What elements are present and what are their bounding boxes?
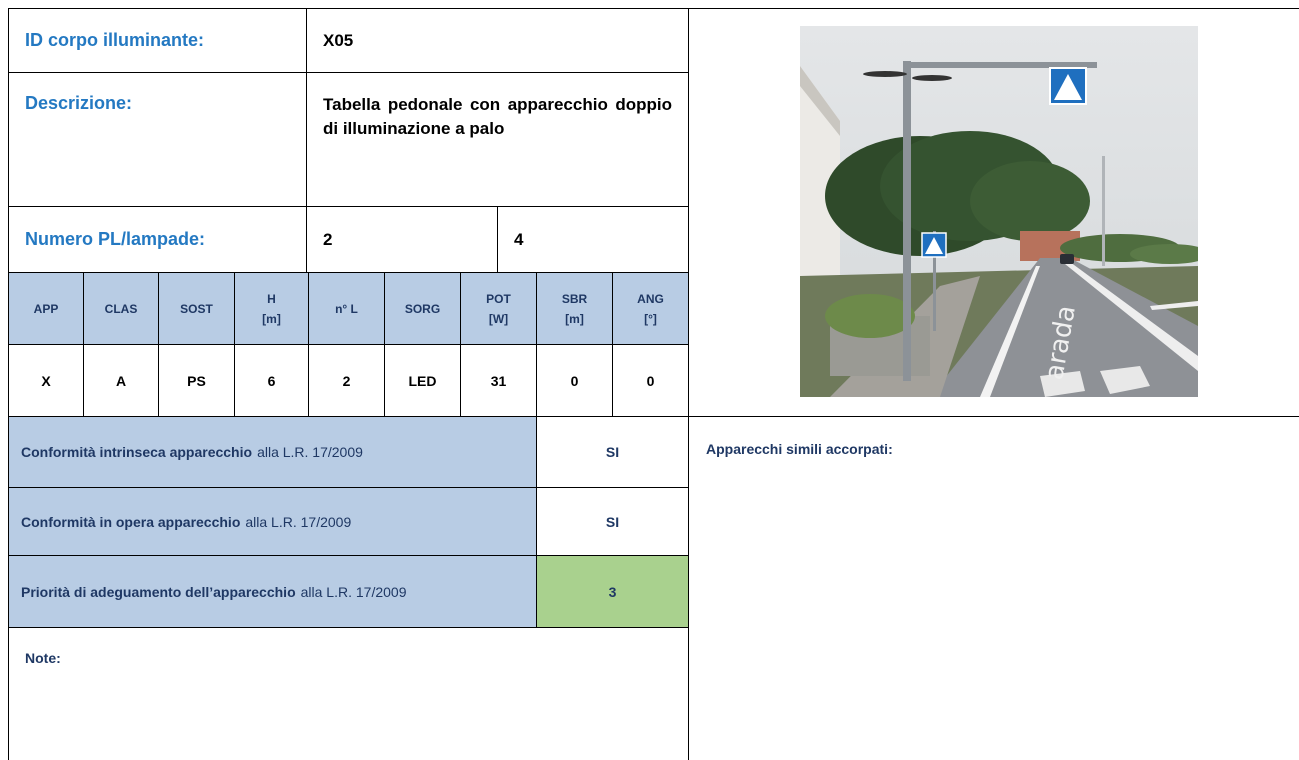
header-cell: n° L — [308, 272, 385, 345]
header-text: SBR [m] — [562, 289, 587, 329]
conformity-value: 3 — [536, 555, 689, 628]
conformity-value: SI — [536, 416, 689, 488]
conformity-bold: Priorità di adeguamento dell’apparecchio — [21, 583, 296, 600]
header-cell: ANG [°] — [612, 272, 689, 345]
header-text: SOST — [180, 299, 213, 319]
header-cell: SORG — [384, 272, 461, 345]
header-unit: [W] — [488, 311, 509, 326]
conformity-label-cell: Conformità intrinseca apparecchio alla L.… — [8, 416, 537, 488]
conformity-label-cell: Priorità di adeguamento dell’apparecchio… — [8, 555, 537, 628]
header-name: SBR — [561, 291, 588, 306]
id-value: X05 — [306, 8, 689, 73]
id-label: ID corpo illuminante: — [8, 8, 307, 73]
border-line — [8, 8, 9, 760]
header-name: ANG — [637, 291, 664, 306]
header-unit: [m] — [262, 311, 281, 326]
header-name: POT — [486, 291, 511, 306]
conformity-value: SI — [536, 487, 689, 556]
conformity-rest: alla L.R. 17/2009 — [257, 444, 363, 460]
border-line — [688, 416, 1299, 417]
number-label: Numero PL/lampade: — [8, 206, 307, 273]
border-line — [688, 8, 1299, 9]
header-text: SORG — [405, 299, 440, 319]
header-text: H [m] — [262, 289, 281, 329]
header-cell: SBR [m] — [536, 272, 613, 345]
header-name: SOST — [180, 301, 213, 316]
row-value: 6 — [234, 344, 309, 417]
conformity-rest: alla L.R. 17/2009 — [245, 513, 352, 530]
pl-value: 2 — [306, 206, 498, 273]
row-value: LED — [384, 344, 461, 417]
row-value: A — [83, 344, 159, 417]
header-name: SORG — [404, 301, 441, 316]
header-name: H — [267, 291, 276, 306]
border-line — [688, 8, 689, 760]
header-unit: [°] — [644, 311, 657, 326]
header-cell: APP — [8, 272, 84, 345]
photo: arada — [800, 26, 1198, 397]
header-cell: CLAS — [83, 272, 159, 345]
conformity-bold: Conformità in opera apparecchio — [21, 513, 241, 530]
conformity-bold: Conformità intrinseca apparecchio — [21, 444, 253, 460]
description-label: Descrizione: — [8, 72, 307, 207]
header-cell: H [m] — [234, 272, 309, 345]
header-name: APP — [33, 301, 59, 316]
conformity-rest: alla L.R. 17/2009 — [300, 583, 407, 600]
conformity-text: Conformità intrinseca apparecchio alla L.… — [21, 442, 524, 462]
description-cell: Tabella pedonale con apparecchio doppio … — [306, 72, 689, 207]
header-text: CLAS — [105, 299, 138, 319]
similar-label: Apparecchi simili accorpati: — [706, 441, 893, 457]
header-text: n° L — [335, 299, 358, 319]
description-value: Tabella pedonale con apparecchio doppio … — [323, 95, 672, 138]
row-value: 31 — [460, 344, 537, 417]
note-cell: Note: — [8, 627, 689, 760]
conformity-text: Conformità in opera apparecchio alla L.R.… — [21, 512, 524, 532]
row-value: PS — [158, 344, 235, 417]
row-value: 0 — [612, 344, 689, 417]
row-value: 2 — [308, 344, 385, 417]
header-name: n° L — [335, 301, 358, 316]
header-text: ANG [°] — [637, 289, 664, 329]
row-value: X — [8, 344, 84, 417]
header-text: APP — [34, 299, 59, 319]
row-value: 0 — [536, 344, 613, 417]
header-cell: POT [W] — [460, 272, 537, 345]
header-cell: SOST — [158, 272, 235, 345]
conformity-label-cell: Conformità in opera apparecchio alla L.R.… — [8, 487, 537, 556]
header-unit: [m] — [565, 311, 584, 326]
header-text: POT [W] — [486, 289, 511, 329]
note-label: Note: — [25, 650, 61, 666]
lamp-value: 4 — [497, 206, 689, 273]
header-name: CLAS — [104, 301, 138, 316]
conformity-text: Priorità di adeguamento dell’apparecchio… — [21, 582, 524, 602]
